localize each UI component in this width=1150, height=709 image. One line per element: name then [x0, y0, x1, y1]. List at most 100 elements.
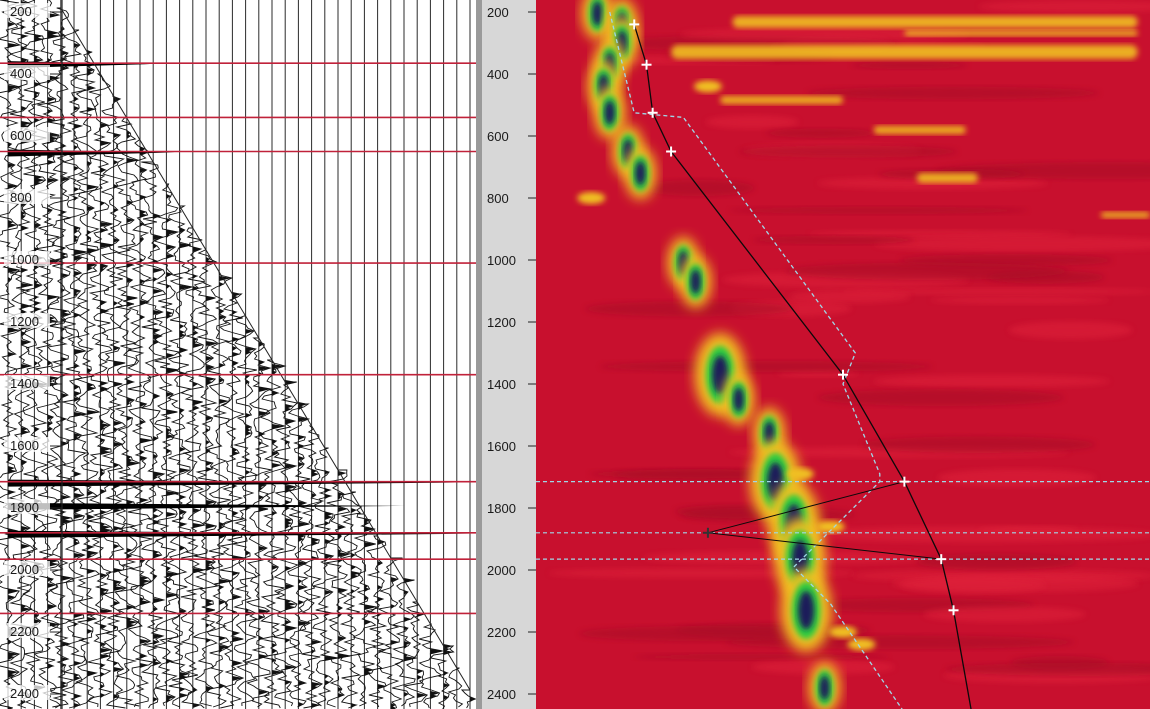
trace-fill — [60, 27, 73, 689]
tick-label-background — [4, 561, 50, 576]
trace-fill — [430, 649, 443, 699]
seismic-trace — [139, 161, 167, 709]
right-tick-label: 1400 — [487, 377, 516, 392]
semblance-streak-high — [873, 126, 966, 134]
seismic-trace — [218, 293, 247, 709]
left-tick-label: 1400 — [10, 376, 39, 391]
seismic-trace — [377, 557, 404, 709]
semblance-streak — [842, 287, 1150, 296]
semblance-streak — [923, 606, 1086, 623]
semblance-streak — [585, 301, 794, 317]
trace-fill — [140, 147, 153, 668]
semblance-panel — [536, 0, 1150, 709]
tick-label-background — [4, 189, 50, 204]
semblance-streak — [851, 61, 968, 70]
semblance-streak — [589, 469, 800, 479]
right-tick-label: 400 — [487, 67, 509, 82]
seismic-trace — [0, 0, 23, 709]
right-tick-label: 1800 — [487, 501, 516, 516]
horizon-lines — [0, 62, 476, 615]
semblance-streak — [874, 236, 1150, 252]
trace-fill — [74, 43, 87, 708]
left-tick-label: 200 — [10, 4, 32, 19]
tick-label-background — [4, 313, 50, 328]
seismic-trace — [339, 491, 363, 709]
left-tick-label: 800 — [10, 190, 32, 205]
seismic-trace — [429, 645, 455, 709]
left-depth-axis: 200 400 600 800 1000 1200 1400 1600 1800 2000 2200… — [4, 0, 63, 709]
semblance-streak-high — [904, 30, 1138, 36]
semblance-peak — [592, 1, 603, 26]
left-tick-label: 600 — [10, 128, 32, 143]
trace-fill — [417, 612, 428, 698]
velocity-picks — [629, 19, 972, 709]
seismic-trace-panel: 200 400 600 800 1000 1200 1400 1600 1800 2000 2200… — [0, 0, 476, 709]
seismic-trace — [391, 579, 418, 707]
semblance-peak — [712, 355, 729, 394]
tick-label-background — [4, 3, 50, 18]
left-tick-label: 1600 — [10, 438, 39, 453]
semblance-streak — [817, 176, 1048, 190]
seismic-trace — [460, 689, 476, 709]
seismic-trace — [32, 0, 61, 709]
seismic-trace — [60, 29, 88, 709]
velocity-bound-line — [609, 11, 903, 709]
seismic-trace — [192, 249, 219, 707]
semblance-streak-high — [732, 16, 1138, 28]
semblance-streak — [916, 553, 1077, 571]
semblance-streak — [765, 128, 877, 138]
mute-line — [61, 9, 471, 691]
semblance-peak — [604, 100, 615, 125]
semblance-peak — [733, 387, 744, 412]
semblance-streak — [929, 296, 1110, 305]
semblance-streak — [634, 653, 889, 661]
semblance-peak — [635, 161, 646, 186]
semblance-blobs — [577, 0, 876, 709]
trace-fill — [272, 364, 285, 675]
left-tick-label: 400 — [10, 66, 32, 81]
seismic-trace — [402, 601, 429, 708]
semblance-streak — [599, 360, 933, 373]
trace-fill — [232, 292, 245, 681]
trace-fill — [390, 577, 400, 709]
right-tick-label: 2400 — [487, 687, 516, 702]
semblance-spot — [847, 638, 876, 651]
tick-label-background — [4, 127, 50, 142]
trace-fill — [338, 471, 351, 698]
reflector-wedge — [8, 502, 405, 510]
semblance-peak — [764, 421, 775, 446]
trace-fill — [377, 540, 387, 689]
trace-fill — [311, 469, 323, 708]
semblance-streak — [873, 374, 1110, 388]
right-tick-label: 1200 — [487, 315, 516, 330]
tick-label-background — [4, 685, 50, 700]
seismic-trace — [7, 0, 35, 709]
left-tick-label: 2200 — [10, 624, 39, 639]
semblance-peak — [792, 539, 809, 579]
semblance-streak — [945, 662, 1150, 676]
semblance-streak — [729, 206, 1028, 215]
trace-fill — [443, 644, 454, 700]
semblance-peak — [690, 269, 701, 294]
right-tick-label: 2000 — [487, 563, 516, 578]
right-tick-label: 2200 — [487, 625, 516, 640]
trace-fill — [245, 329, 256, 616]
right-tick-label: 200 — [487, 5, 509, 20]
right-tick-label: 1600 — [487, 439, 516, 454]
semblance-spot — [577, 192, 606, 204]
semblance-peak — [819, 675, 830, 700]
semblance-streak — [752, 235, 915, 245]
seismic-trace — [312, 447, 339, 707]
seismic-trace — [272, 381, 299, 707]
semblance-streak — [785, 262, 1069, 280]
semblance-streak — [900, 577, 1046, 593]
seismic-trace — [19, 0, 49, 709]
seismic-trace — [447, 667, 464, 708]
semblance-streak — [680, 27, 969, 42]
semblance-streak — [808, 230, 1072, 239]
seismic-trace — [99, 95, 128, 709]
semblance-streak — [705, 115, 799, 129]
semblance-spot — [786, 467, 815, 480]
trace-fill — [153, 214, 165, 702]
